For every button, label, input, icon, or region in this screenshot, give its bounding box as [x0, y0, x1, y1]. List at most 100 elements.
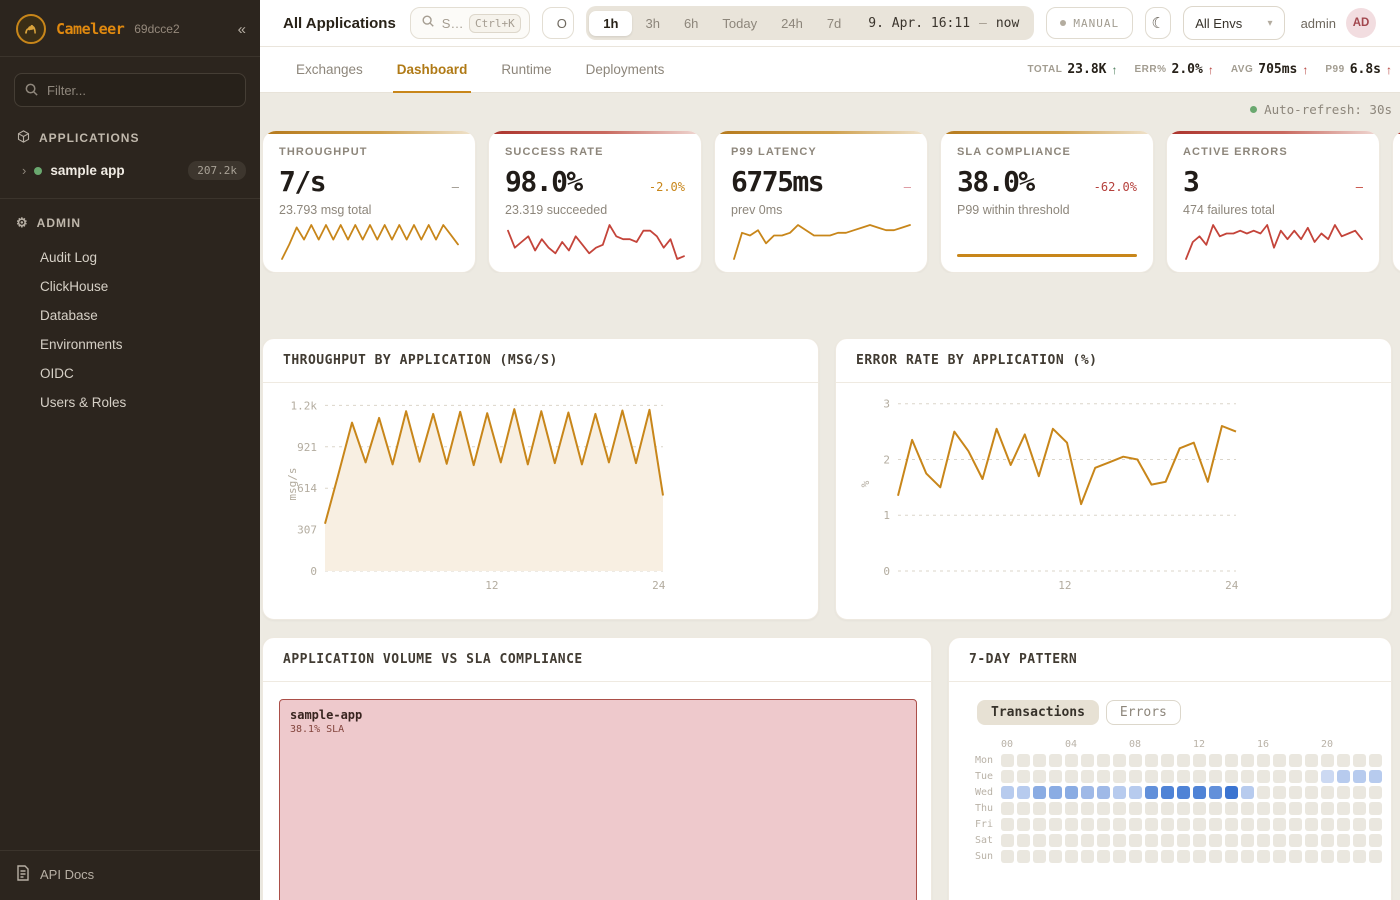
heatmap-cell[interactable] — [1305, 817, 1318, 831]
heatmap-cell[interactable] — [1049, 833, 1062, 847]
heatmap-cell[interactable] — [1097, 753, 1110, 767]
heatmap-cell[interactable] — [1369, 849, 1382, 863]
heatmap-cell[interactable] — [1353, 801, 1366, 815]
heatmap-cell[interactable] — [1225, 753, 1238, 767]
heatmap-cell[interactable] — [1289, 769, 1302, 783]
heatmap-cell[interactable] — [1145, 753, 1158, 767]
heatmap-cell[interactable] — [1177, 769, 1190, 783]
heatmap-cell[interactable] — [1065, 849, 1078, 863]
toggle-errors[interactable]: Errors — [1105, 700, 1181, 725]
heatmap-cell[interactable] — [1097, 801, 1110, 815]
heatmap-cell[interactable] — [1017, 801, 1030, 815]
heatmap-cell[interactable] — [1257, 849, 1270, 863]
heatmap-cell[interactable] — [1001, 785, 1014, 799]
heatmap-cell[interactable] — [1353, 833, 1366, 847]
heatmap-cell[interactable] — [1177, 785, 1190, 799]
heatmap-cell[interactable] — [1209, 769, 1222, 783]
heatmap-cell[interactable] — [1337, 817, 1350, 831]
tab-runtime[interactable]: Runtime — [501, 62, 552, 77]
heatmap-cell[interactable] — [1193, 785, 1206, 799]
heatmap-cell[interactable] — [1017, 849, 1030, 863]
heatmap-cell[interactable] — [1049, 849, 1062, 863]
heatmap-cell[interactable] — [1273, 753, 1286, 767]
time-range-1h[interactable]: 1h — [589, 10, 633, 36]
heatmap-cell[interactable] — [1177, 753, 1190, 767]
heatmap-cell[interactable] — [1337, 833, 1350, 847]
heatmap-cell[interactable] — [1353, 817, 1366, 831]
heatmap-cell[interactable] — [1353, 785, 1366, 799]
heatmap-cell[interactable] — [1321, 769, 1334, 783]
dark-mode-toggle-button[interactable]: ☾ — [1145, 7, 1172, 39]
heatmap-cell[interactable] — [1097, 785, 1110, 799]
heatmap-cell[interactable] — [1353, 769, 1366, 783]
heatmap-cell[interactable] — [1273, 817, 1286, 831]
avatar[interactable]: AD — [1346, 8, 1376, 38]
heatmap-cell[interactable] — [1161, 801, 1174, 815]
heatmap-cell[interactable] — [1033, 801, 1046, 815]
manual-refresh-button[interactable]: MANUAL — [1046, 7, 1134, 39]
sidebar-item-audit-log[interactable]: Audit Log — [40, 250, 98, 265]
heatmap-cell[interactable] — [1177, 801, 1190, 815]
heatmap-cell[interactable] — [1209, 753, 1222, 767]
sidebar-item-sample-app[interactable]: › sample app 207.2k — [0, 153, 260, 188]
time-range-7d[interactable]: 7d — [826, 15, 842, 31]
heatmap-cell[interactable] — [1369, 833, 1382, 847]
heatmap-cell[interactable] — [1065, 833, 1078, 847]
heatmap-cell[interactable] — [1289, 753, 1302, 767]
heatmap-cell[interactable] — [1081, 849, 1094, 863]
heatmap-cell[interactable] — [1033, 785, 1046, 799]
heatmap-cell[interactable] — [1129, 769, 1142, 783]
heatmap-cell[interactable] — [1257, 785, 1270, 799]
sidebar-item-database[interactable]: Database — [40, 308, 98, 323]
heatmap-cell[interactable] — [1257, 753, 1270, 767]
heatmap-cell[interactable] — [1193, 769, 1206, 783]
heatmap-cell[interactable] — [1225, 801, 1238, 815]
heatmap-cell[interactable] — [1129, 753, 1142, 767]
heatmap-cell[interactable] — [1337, 801, 1350, 815]
heatmap-cell[interactable] — [1161, 769, 1174, 783]
heatmap-cell[interactable] — [1161, 817, 1174, 831]
sidebar-collapse-icon[interactable]: « — [237, 20, 246, 38]
heatmap-cell[interactable] — [1241, 769, 1254, 783]
heatmap-cell[interactable] — [1129, 785, 1142, 799]
heatmap-cell[interactable] — [1049, 801, 1062, 815]
heatmap-cell[interactable] — [1289, 785, 1302, 799]
heatmap-cell[interactable] — [1337, 849, 1350, 863]
heatmap-cell[interactable] — [1209, 785, 1222, 799]
heatmap-cell[interactable] — [1129, 833, 1142, 847]
heatmap-cell[interactable] — [1049, 769, 1062, 783]
heatmap-cell[interactable] — [1129, 801, 1142, 815]
heatmap-cell[interactable] — [1289, 801, 1302, 815]
sidebar-item-users-roles[interactable]: Users & Roles — [40, 395, 127, 410]
heatmap-cell[interactable] — [1065, 817, 1078, 831]
heatmap-cell[interactable] — [1321, 785, 1334, 799]
heatmap-cell[interactable] — [1145, 833, 1158, 847]
heatmap-cell[interactable] — [1081, 769, 1094, 783]
global-search-input[interactable]: S… Ctrl+K — [409, 7, 530, 39]
heatmap-cell[interactable] — [1081, 785, 1094, 799]
heatmap-cell[interactable] — [1145, 769, 1158, 783]
heatmap-cell[interactable] — [1017, 817, 1030, 831]
heatmap-cell[interactable] — [1337, 769, 1350, 783]
heatmap-cell[interactable] — [1241, 753, 1254, 767]
heatmap-cell[interactable] — [1369, 817, 1382, 831]
sidebar-footer[interactable]: API Docs — [0, 850, 260, 900]
heatmap-cell[interactable] — [1097, 849, 1110, 863]
heatmap-cell[interactable] — [1049, 785, 1062, 799]
heatmap-cell[interactable] — [1097, 817, 1110, 831]
heatmap-cell[interactable] — [1257, 833, 1270, 847]
sidebar-item-environments[interactable]: Environments — [40, 337, 123, 352]
heatmap-cell[interactable] — [1161, 833, 1174, 847]
heatmap-cell[interactable] — [1081, 753, 1094, 767]
heatmap-cell[interactable] — [1321, 801, 1334, 815]
heatmap-cell[interactable] — [1209, 801, 1222, 815]
heatmap-cell[interactable] — [1321, 817, 1334, 831]
heatmap-cell[interactable] — [1209, 849, 1222, 863]
heatmap-cell[interactable] — [1113, 849, 1126, 863]
heatmap-cell[interactable] — [1337, 785, 1350, 799]
sidebar-item-oidc[interactable]: OIDC — [40, 366, 74, 381]
heatmap-cell[interactable] — [1033, 849, 1046, 863]
heatmap-cell[interactable] — [1225, 769, 1238, 783]
heatmap-cell[interactable] — [1305, 833, 1318, 847]
heatmap-cell[interactable] — [1065, 753, 1078, 767]
